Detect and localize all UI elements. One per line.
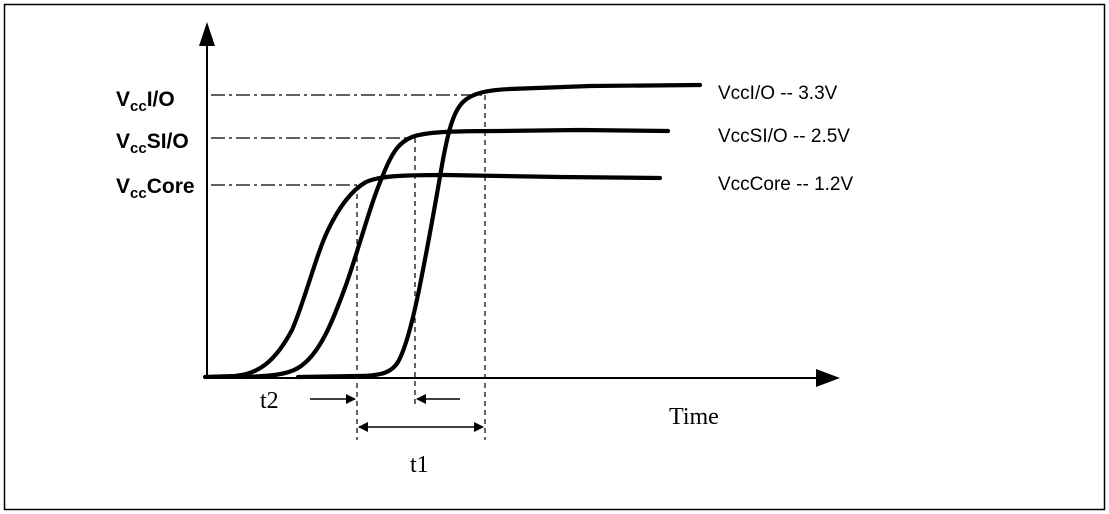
x-axis-label: Time: [669, 404, 719, 430]
level-label-vcccore: VccCore: [116, 175, 195, 202]
y-axis-arrow-icon: [199, 22, 215, 46]
t1-label: t1: [410, 452, 429, 478]
level-label-vccsio: VccSI/O: [116, 130, 189, 157]
y-axis: [199, 22, 215, 378]
curve-vccsio: [242, 127, 671, 380]
curve-vccio: [295, 82, 703, 380]
figure-border: [3, 3, 1106, 511]
t2-label: t2: [260, 388, 279, 414]
curve-vcccore: [202, 172, 663, 380]
timing-marker-lines: [356, 95, 486, 440]
level-label-vccio: VccI/O: [116, 88, 175, 115]
curve-label-vccio: VccI/O -- 3.3V: [718, 83, 838, 104]
level-reference-lines: [211, 94, 483, 186]
supply-curves: [202, 82, 703, 380]
curve-label-vccsio: VccSI/O -- 2.5V: [718, 126, 850, 147]
curve-label-vcccore: VccCore -- 1.2V: [718, 174, 853, 195]
x-axis-arrow-icon: [816, 369, 840, 387]
